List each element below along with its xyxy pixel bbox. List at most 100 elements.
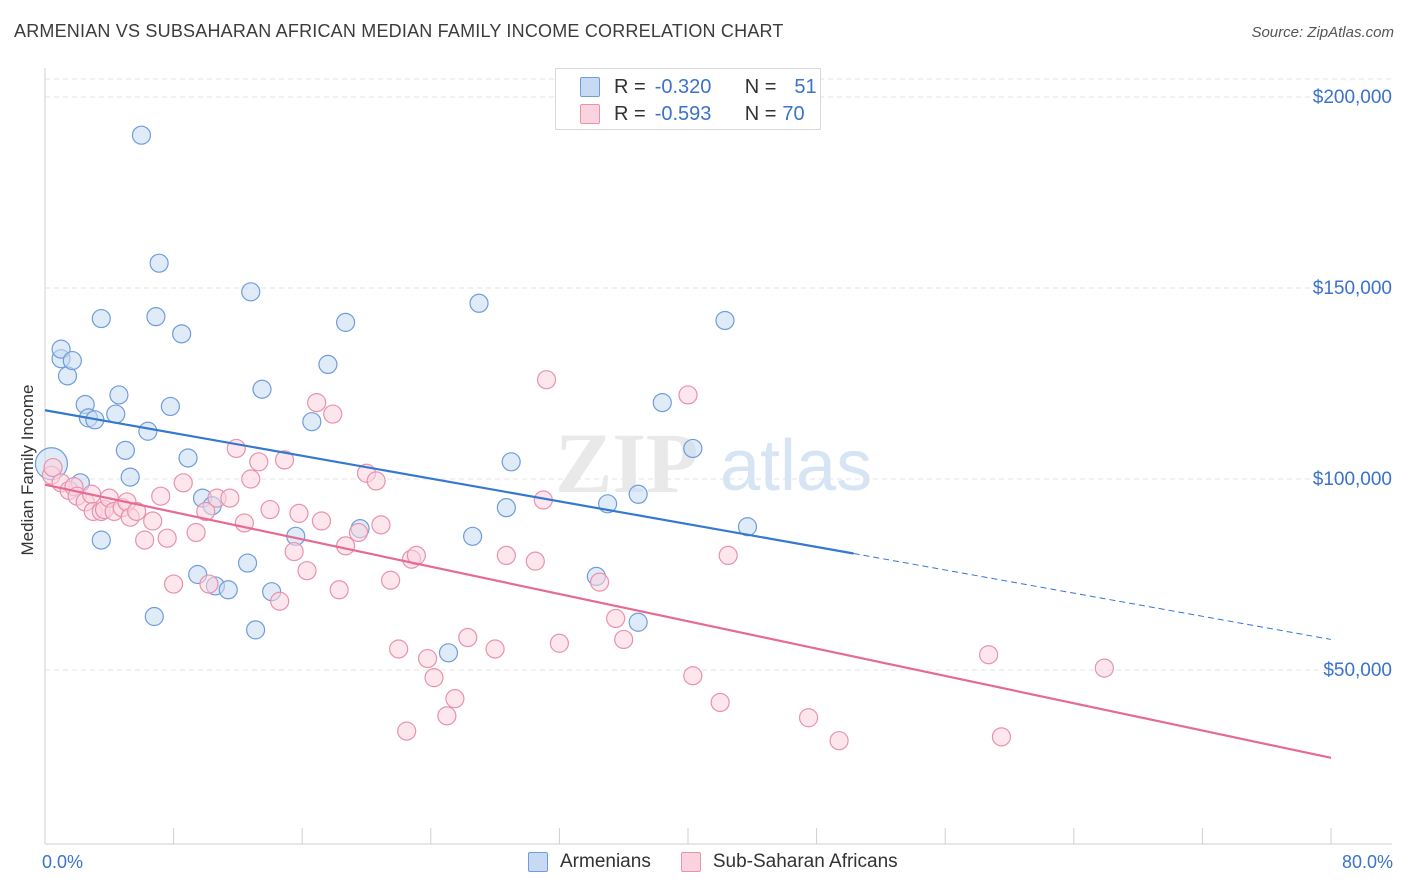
data-point xyxy=(221,489,239,507)
data-point xyxy=(367,472,385,490)
data-point xyxy=(398,722,416,740)
data-point xyxy=(337,313,355,331)
data-point xyxy=(830,732,848,750)
data-point xyxy=(1095,659,1113,677)
data-point xyxy=(308,394,326,412)
data-point xyxy=(242,470,260,488)
data-point xyxy=(261,501,279,519)
data-point xyxy=(147,308,165,326)
data-point xyxy=(165,575,183,593)
scatter-chart: ZIP atlas $50,000$100,000$150,000$200,000 xyxy=(0,0,1406,892)
legend-item-armenians[interactable]: Armenians xyxy=(528,851,651,873)
data-point xyxy=(200,575,218,593)
data-point xyxy=(679,386,697,404)
data-point xyxy=(150,254,168,272)
legend-n-value: 51 xyxy=(794,76,816,99)
data-point xyxy=(271,592,289,610)
data-point xyxy=(110,386,128,404)
legend-n-value: 70 xyxy=(782,103,804,126)
data-point xyxy=(107,405,125,423)
data-point xyxy=(290,504,308,522)
legend-swatch-armenians xyxy=(580,77,600,97)
data-point xyxy=(538,371,556,389)
data-point xyxy=(285,543,303,561)
legend-r-label: R = xyxy=(614,103,646,126)
data-point xyxy=(992,728,1010,746)
legend-n-label: N = xyxy=(745,76,777,99)
data-point xyxy=(247,621,265,639)
data-point xyxy=(298,562,316,580)
data-point xyxy=(497,499,515,517)
data-point xyxy=(653,394,671,412)
data-point xyxy=(419,650,437,668)
data-point xyxy=(800,709,818,727)
data-point xyxy=(303,413,321,431)
stats-legend: R = -0.320 N = 51 R = -0.593 N = 70 xyxy=(555,68,821,130)
y-tick-label: $50,000 xyxy=(1323,660,1392,681)
data-point xyxy=(161,397,179,415)
data-point xyxy=(145,608,163,626)
legend-label-armenians: Armenians xyxy=(560,851,651,873)
data-point xyxy=(139,422,157,440)
data-point xyxy=(684,667,702,685)
data-point xyxy=(425,669,443,687)
y-tick-label: $200,000 xyxy=(1313,87,1392,108)
data-point xyxy=(312,512,330,530)
data-point xyxy=(250,453,268,471)
data-point xyxy=(174,474,192,492)
data-point xyxy=(116,441,134,459)
data-point xyxy=(719,546,737,564)
data-point xyxy=(92,310,110,328)
watermark-zip: ZIP xyxy=(555,415,698,511)
data-point xyxy=(390,640,408,658)
data-point xyxy=(980,646,998,664)
legend-row-subsaharan: R = -0.593 N = 70 xyxy=(556,100,805,128)
data-point xyxy=(152,487,170,505)
data-point xyxy=(324,405,342,423)
legend-swatch-subsaharan xyxy=(681,852,701,872)
data-point xyxy=(446,690,464,708)
y-axis-label: Median Family Income xyxy=(18,384,38,555)
legend-r-value: -0.320 xyxy=(655,76,731,99)
data-point xyxy=(179,449,197,467)
data-point xyxy=(486,640,504,658)
data-point xyxy=(239,554,257,572)
data-point xyxy=(684,439,702,457)
data-point xyxy=(711,693,729,711)
legend-swatch-subsaharan xyxy=(580,104,600,124)
data-point xyxy=(550,634,568,652)
data-point xyxy=(219,581,237,599)
data-point xyxy=(629,485,647,503)
series-legend: Armenians Sub-Saharan Africans xyxy=(528,851,928,873)
legend-n-label: N = xyxy=(745,103,777,126)
data-point xyxy=(459,629,477,647)
data-point xyxy=(615,630,633,648)
data-point xyxy=(63,352,81,370)
data-point xyxy=(337,537,355,555)
legend-row-armenians: R = -0.320 N = 51 xyxy=(556,73,817,101)
gridlines xyxy=(45,79,1392,670)
legend-r-value: -0.593 xyxy=(655,103,731,126)
data-point xyxy=(372,516,390,534)
y-tick-labels: $50,000 $100,000 $150,000 $200,000 xyxy=(1313,87,1392,681)
x-tick-label-min: 0.0% xyxy=(42,852,83,873)
watermark-atlas: atlas xyxy=(720,426,872,506)
data-point xyxy=(526,552,544,570)
data-point xyxy=(319,355,337,373)
data-point xyxy=(349,523,367,541)
data-point xyxy=(591,573,609,591)
y-tick-label: $100,000 xyxy=(1313,469,1392,490)
data-point xyxy=(132,126,150,144)
data-point xyxy=(136,531,154,549)
data-point xyxy=(92,531,110,549)
data-point xyxy=(502,453,520,471)
data-point xyxy=(438,707,456,725)
data-point xyxy=(173,325,191,343)
legend-label-subsaharan: Sub-Saharan Africans xyxy=(713,851,898,873)
data-point xyxy=(497,546,515,564)
legend-swatch-armenians xyxy=(528,852,548,872)
x-tick-label-max: 80.0% xyxy=(1342,852,1393,873)
data-point xyxy=(158,529,176,547)
legend-item-subsaharan[interactable]: Sub-Saharan Africans xyxy=(681,851,898,873)
data-point xyxy=(470,294,488,312)
